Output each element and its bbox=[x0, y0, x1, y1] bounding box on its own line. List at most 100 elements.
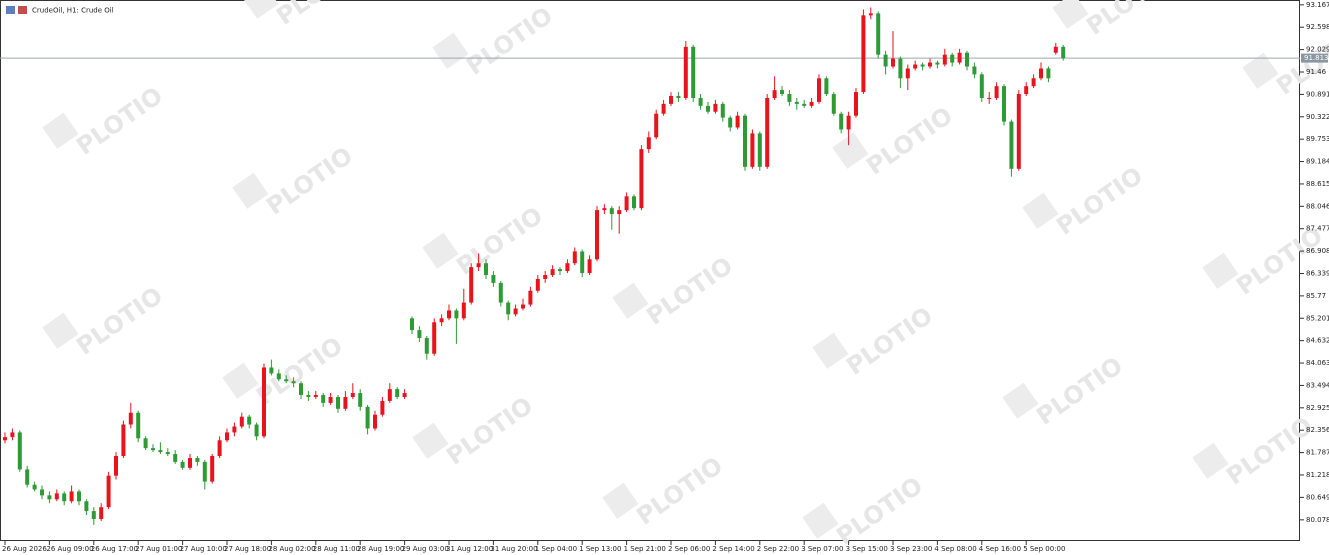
candle-body bbox=[1024, 86, 1029, 95]
watermark-logo bbox=[1022, 192, 1059, 229]
y-tick-label: 89.753 bbox=[1306, 135, 1329, 143]
candle-body bbox=[77, 491, 81, 502]
y-tick-label: 92.029 bbox=[1306, 46, 1329, 54]
candle-body bbox=[602, 208, 607, 211]
candle-body bbox=[387, 389, 392, 401]
candle-body bbox=[654, 113, 659, 138]
candle-body bbox=[358, 393, 363, 407]
candle-body bbox=[461, 302, 466, 319]
watermark-logo bbox=[802, 502, 839, 539]
candle-body bbox=[424, 337, 429, 354]
candle-body bbox=[965, 52, 969, 67]
candle-body bbox=[580, 251, 585, 274]
candle-body bbox=[210, 456, 215, 482]
watermark-logo bbox=[602, 482, 639, 519]
candle-body bbox=[54, 493, 59, 500]
candle-body bbox=[173, 454, 178, 462]
candle-body bbox=[299, 383, 303, 396]
candle-body bbox=[802, 103, 807, 106]
y-tick-label: 90.891 bbox=[1306, 90, 1329, 98]
candle-body bbox=[743, 115, 747, 167]
y-tick-label: 80.078 bbox=[1306, 516, 1329, 524]
candle-body bbox=[195, 457, 200, 462]
candle-body bbox=[69, 491, 74, 502]
x-tick-label: 3 Sep 23:00 bbox=[890, 545, 932, 553]
candle-body bbox=[247, 416, 252, 425]
candle-body bbox=[706, 105, 710, 112]
icon bbox=[6, 6, 15, 14]
y-tick-label: 84.632 bbox=[1306, 337, 1329, 345]
x-tick-label: 31 Aug 12:00 bbox=[446, 545, 493, 553]
x-tick-label: 27 Aug 01:00 bbox=[135, 545, 182, 553]
candle-body bbox=[506, 302, 511, 315]
y-tick-label: 90.322 bbox=[1306, 113, 1329, 121]
candle-body bbox=[84, 501, 89, 512]
candle-body bbox=[1009, 121, 1014, 169]
y-tick-label: 81.787 bbox=[1306, 449, 1329, 457]
x-tick-label: 5 Sep 00:00 bbox=[1023, 545, 1065, 553]
y-tick-label: 86.908 bbox=[1306, 247, 1329, 255]
x-tick-label: 27 Aug 18:00 bbox=[224, 545, 271, 553]
candle-body bbox=[854, 92, 858, 116]
y-tick-label: 89.184 bbox=[1306, 158, 1329, 166]
watermark-logo bbox=[1192, 442, 1229, 479]
x-tick-label: 2 Sep 14:00 bbox=[712, 545, 754, 553]
candle-body bbox=[868, 13, 873, 16]
watermark-logo bbox=[422, 232, 459, 269]
candle-body bbox=[794, 101, 799, 104]
candle-body bbox=[609, 208, 614, 215]
watermark-logo bbox=[432, 32, 469, 69]
candle-body bbox=[824, 78, 829, 95]
candle-body bbox=[950, 54, 955, 63]
candle-body bbox=[661, 103, 666, 114]
candle-body bbox=[232, 426, 237, 433]
candle-body bbox=[698, 97, 703, 106]
candle-body bbox=[262, 367, 266, 437]
watermark-logo bbox=[832, 132, 869, 169]
y-tick-label: 85.77 bbox=[1306, 292, 1326, 300]
y-tick-label: 84.063 bbox=[1306, 359, 1329, 367]
candle-body bbox=[336, 396, 340, 409]
x-tick-label: 2 Sep 06:00 bbox=[668, 545, 710, 553]
candle-body bbox=[343, 396, 348, 409]
candle-body bbox=[269, 367, 274, 374]
candle-body bbox=[202, 461, 207, 482]
candle-body bbox=[313, 395, 318, 397]
x-tick-label: 1 Sep 13:00 bbox=[579, 545, 621, 553]
candle-body bbox=[617, 210, 622, 215]
candle-body bbox=[1039, 68, 1043, 79]
candle-body bbox=[114, 456, 118, 476]
candle-body bbox=[306, 395, 311, 397]
watermark-logo bbox=[1202, 252, 1239, 289]
candle-body bbox=[151, 448, 155, 451]
candle-body bbox=[1016, 94, 1021, 169]
candle-body bbox=[898, 58, 903, 79]
y-tick-label: 93.167 bbox=[1306, 1, 1329, 9]
candle-body bbox=[99, 507, 104, 519]
y-tick-label: 91.46 bbox=[1306, 68, 1327, 76]
candle-body bbox=[373, 414, 377, 429]
watermark-logo bbox=[612, 282, 649, 319]
price-label: 91.813 bbox=[1304, 54, 1329, 62]
candle-body bbox=[284, 379, 289, 382]
candle-body bbox=[521, 304, 525, 309]
candle-body bbox=[728, 117, 733, 128]
candle-body bbox=[328, 396, 333, 403]
y-tick-label: 87.477 bbox=[1306, 225, 1329, 233]
candle-body bbox=[17, 432, 22, 470]
x-tick-label: 27 Aug 10:00 bbox=[180, 545, 227, 553]
x-tick-label: 26 Aug 09:00 bbox=[46, 545, 93, 553]
candle-body bbox=[920, 64, 925, 67]
candle-body bbox=[410, 318, 414, 331]
candle-body bbox=[239, 416, 244, 427]
candle-body bbox=[1061, 46, 1066, 59]
x-tick-label: 28 Aug 02:00 bbox=[268, 545, 315, 553]
x-tick-label: 3 Sep 07:00 bbox=[801, 545, 843, 553]
watermark-logo bbox=[1242, 52, 1279, 89]
y-tick-label: 82.356 bbox=[1306, 426, 1329, 434]
candle-body bbox=[750, 133, 755, 167]
candle-body bbox=[676, 96, 681, 98]
candle-body bbox=[639, 149, 644, 209]
candle-body bbox=[839, 113, 844, 130]
